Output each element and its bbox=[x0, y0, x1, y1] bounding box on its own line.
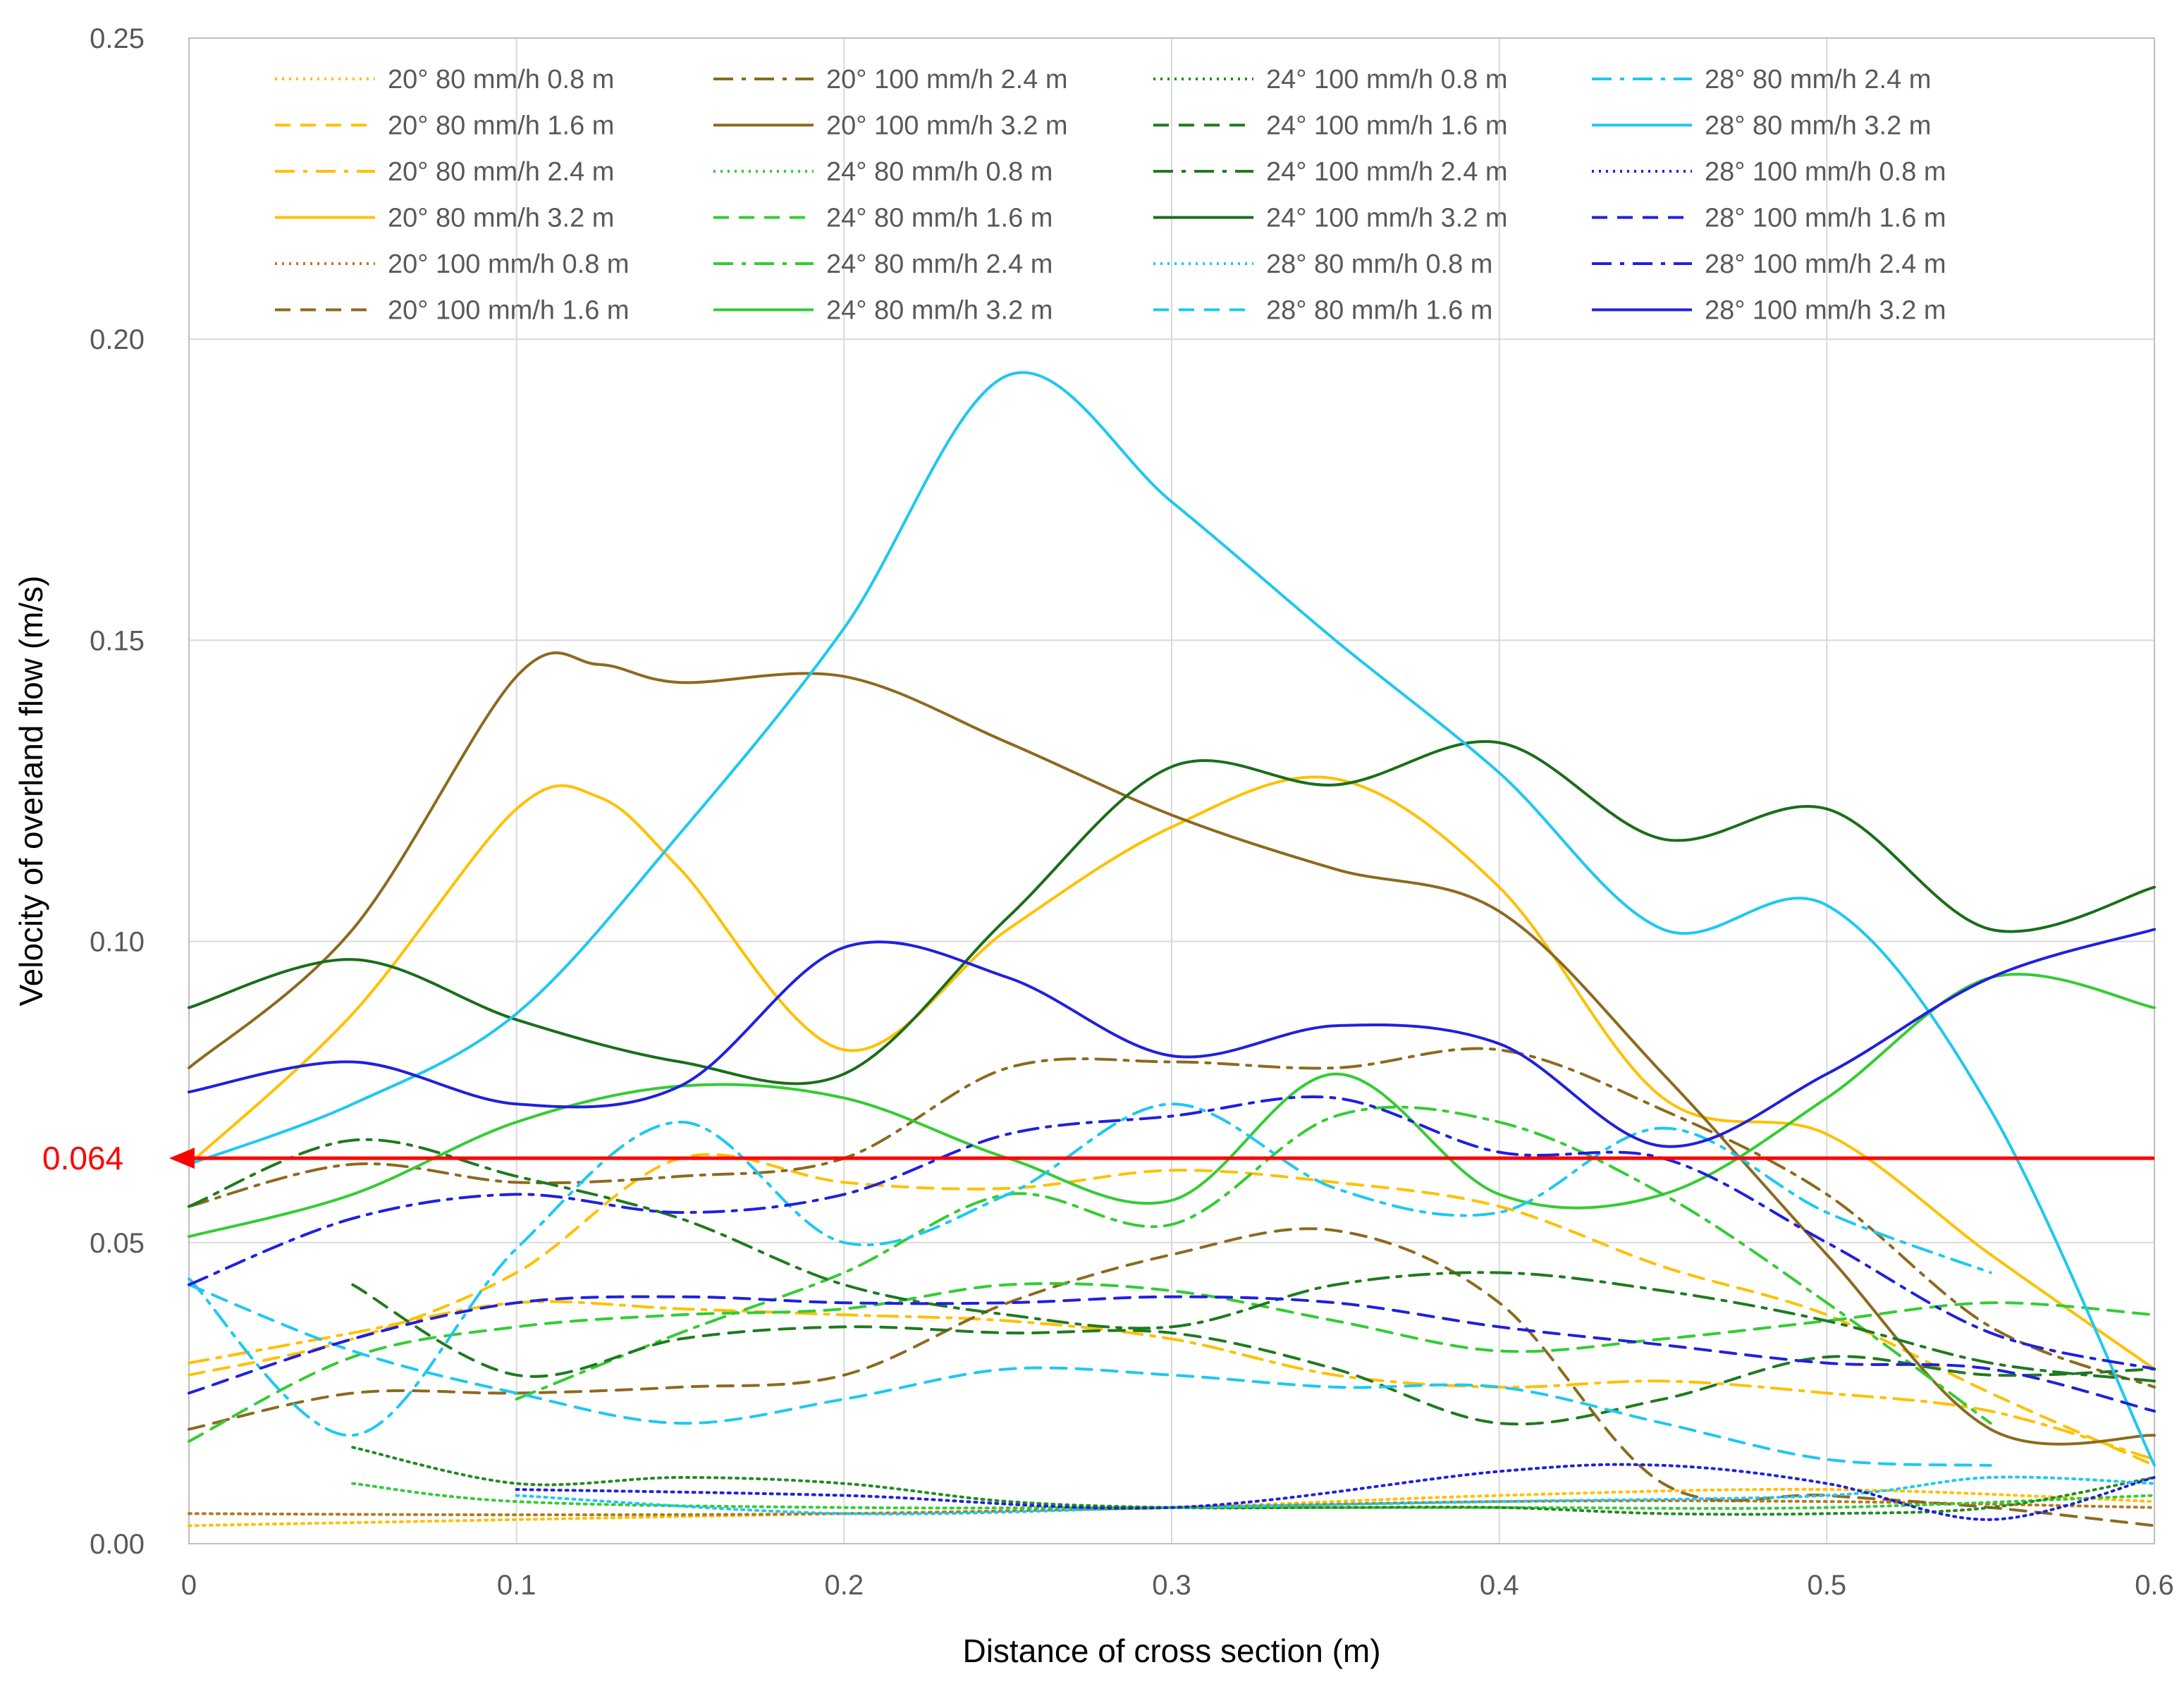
x-tick-label: 0 bbox=[181, 1570, 197, 1601]
series-line bbox=[188, 1152, 2156, 1467]
reference-line-layer: 0.064 bbox=[42, 1140, 2154, 1176]
legend: 20° 80 mm/h 0.8 m 20° 80 mm/h 1.6 m 20° 80… bbox=[275, 65, 1946, 326]
x-tick-label: 0.3 bbox=[1152, 1570, 1191, 1601]
series-line bbox=[188, 740, 2156, 1086]
series-line bbox=[351, 1283, 2156, 1426]
legend-label: 28° 80 mm/h 2.4 m bbox=[1705, 65, 1931, 94]
series-line bbox=[188, 1095, 2156, 1371]
series-line bbox=[351, 1446, 2156, 1516]
series-line bbox=[188, 1138, 2156, 1383]
x-tick-label: 0.1 bbox=[497, 1570, 536, 1601]
legend-label: 28° 100 mm/h 2.4 m bbox=[1705, 250, 1946, 279]
series-line bbox=[188, 1047, 2156, 1389]
legend-label: 20° 100 mm/h 0.8 m bbox=[388, 250, 630, 279]
legend-label: 24° 80 mm/h 1.6 m bbox=[826, 204, 1053, 233]
legend-label: 20° 80 mm/h 0.8 m bbox=[388, 65, 614, 94]
legend-label: 24° 100 mm/h 0.8 m bbox=[1266, 65, 1508, 94]
legend-label: 24° 80 mm/h 3.2 m bbox=[826, 296, 1053, 326]
reference-arrow bbox=[169, 1148, 195, 1169]
legend-label: 20° 80 mm/h 1.6 m bbox=[388, 111, 614, 141]
y-axis-ticks: 0.00 0.05 0.10 0.15 0.20 0.25 bbox=[90, 23, 145, 1560]
legend-label: 24° 80 mm/h 0.8 m bbox=[826, 157, 1053, 187]
series-line bbox=[188, 928, 2156, 1148]
legend-label: 24° 80 mm/h 2.4 m bbox=[826, 250, 1053, 279]
plot-area-border bbox=[188, 37, 2155, 1544]
reference-line-label: 0.064 bbox=[42, 1140, 123, 1176]
series-line bbox=[188, 775, 2156, 1371]
series-line bbox=[188, 371, 2156, 1467]
legend-label: 28° 100 mm/h 1.6 m bbox=[1705, 204, 1946, 233]
gridlines bbox=[189, 38, 2154, 1544]
series-line bbox=[188, 651, 2156, 1446]
legend-label: 20° 80 mm/h 3.2 m bbox=[388, 204, 614, 233]
y-tick-label: 0.10 bbox=[90, 927, 145, 958]
series-line bbox=[188, 1102, 1992, 1437]
y-tick-label: 0.20 bbox=[90, 324, 145, 355]
x-axis-ticks: 0 0.1 0.2 0.3 0.4 0.5 0.6 bbox=[181, 1570, 2174, 1601]
series-line bbox=[515, 1463, 2156, 1521]
series-line bbox=[188, 1283, 1992, 1467]
y-tick-label: 0.15 bbox=[90, 625, 145, 656]
y-tick-label: 0.00 bbox=[90, 1529, 145, 1560]
legend-label: 28° 100 mm/h 0.8 m bbox=[1705, 157, 1946, 187]
x-tick-label: 0.5 bbox=[1808, 1570, 1847, 1601]
x-tick-label: 0.2 bbox=[825, 1570, 864, 1601]
legend-label: 20° 100 mm/h 1.6 m bbox=[388, 296, 630, 326]
x-axis-title: Distance of cross section (m) bbox=[962, 1632, 1380, 1669]
legend-label: 24° 100 mm/h 1.6 m bbox=[1266, 111, 1508, 141]
series-line bbox=[188, 973, 2156, 1238]
legend-label: 20° 80 mm/h 2.4 m bbox=[388, 157, 614, 187]
legend-label: 28° 80 mm/h 0.8 m bbox=[1266, 250, 1492, 279]
series-layer bbox=[188, 371, 2156, 1527]
legend-label: 24° 100 mm/h 3.2 m bbox=[1266, 204, 1508, 233]
x-tick-label: 0.6 bbox=[2135, 1570, 2174, 1601]
series-line bbox=[351, 1482, 2156, 1510]
legend-label: 20° 100 mm/h 3.2 m bbox=[826, 111, 1068, 141]
legend-label: 28° 100 mm/h 3.2 m bbox=[1705, 296, 1946, 326]
legend-label: 24° 100 mm/h 2.4 m bbox=[1266, 157, 1508, 187]
legend-label: 28° 80 mm/h 3.2 m bbox=[1705, 111, 1931, 141]
y-tick-label: 0.05 bbox=[90, 1228, 145, 1259]
legend-label: 20° 100 mm/h 2.4 m bbox=[826, 65, 1068, 94]
y-tick-label: 0.25 bbox=[90, 23, 145, 54]
legend-label: 28° 80 mm/h 1.6 m bbox=[1266, 296, 1492, 326]
series-line bbox=[515, 1475, 2156, 1515]
series-line bbox=[188, 1295, 2156, 1413]
x-tick-label: 0.4 bbox=[1480, 1570, 1519, 1601]
y-axis-title: Velocity of overland flow (m/s) bbox=[13, 575, 49, 1006]
